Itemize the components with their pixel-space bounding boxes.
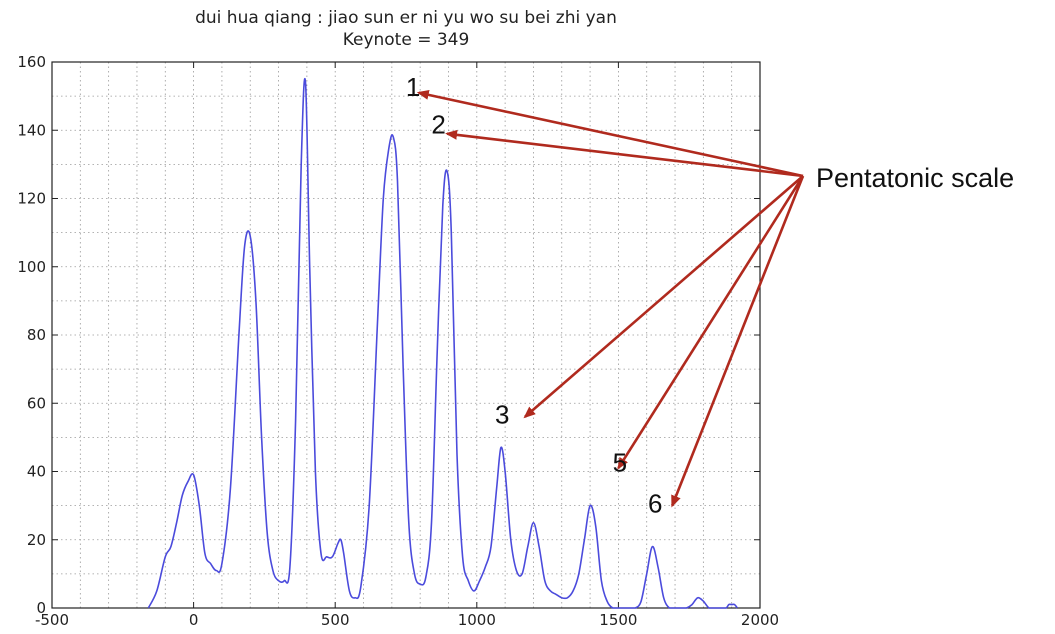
x-tick-label: 2000: [741, 611, 779, 629]
y-tick-label: 100: [17, 258, 46, 276]
annotation-labels: 12 3 56 Pentatonic scale: [406, 72, 1014, 518]
x-tick-label: 1500: [599, 611, 637, 629]
callout-arrow: [617, 175, 805, 470]
y-tick-label: 160: [17, 53, 46, 71]
x-tick-label: -500: [35, 611, 69, 629]
y-tick-label: 120: [17, 190, 46, 208]
peak-label: 5: [613, 448, 627, 478]
x-tick-label: 0: [189, 611, 199, 629]
callout-arrow: [523, 175, 804, 419]
callout-arrow: [670, 175, 805, 508]
peak-label: 6: [648, 488, 662, 518]
peak-label: 3: [495, 400, 509, 430]
y-tick-label: 0: [36, 599, 46, 617]
x-tick-label: 1000: [458, 611, 496, 629]
chart-title: dui hua qiang : jiao sun er ni yu wo su …: [195, 8, 617, 28]
callout-arrow: [416, 89, 804, 178]
y-tick-label: 140: [17, 121, 46, 139]
callout-arrows: [416, 89, 805, 508]
peak-label: 2: [431, 110, 445, 140]
series-layer: [147, 78, 738, 609]
callout-arrow: [445, 129, 804, 178]
y-tick-label: 40: [27, 463, 46, 481]
chart-subtitle: Keynote = 349: [342, 30, 470, 50]
y-tick-label: 20: [27, 531, 46, 549]
axis-ticks: -500 0 500 1000 1500 200002040608010012014016…: [17, 53, 779, 629]
x-tick-label: 500: [321, 611, 350, 629]
y-tick-label: 80: [27, 326, 46, 344]
y-tick-label: 60: [27, 394, 46, 412]
grid-lines: [52, 62, 760, 608]
series-line: [147, 78, 738, 609]
callout-label: Pentatonic scale: [816, 163, 1014, 193]
peak-label: 1: [406, 72, 420, 102]
